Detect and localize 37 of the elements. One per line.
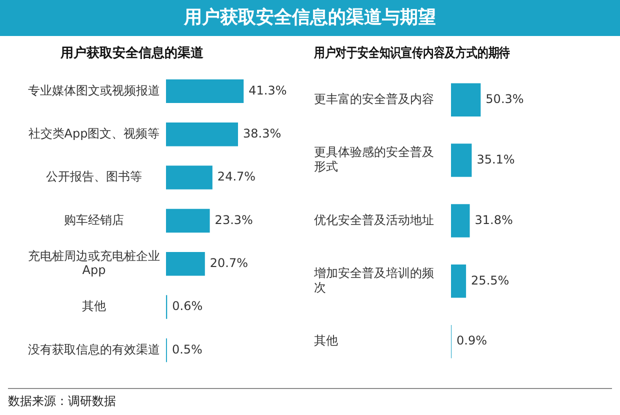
y-tick-label: 增加安全普及培训的频次	[313, 266, 434, 294]
bar	[166, 252, 205, 276]
y-tick-label: 没有获取信息的有效渠道	[28, 342, 160, 356]
bar	[166, 166, 212, 190]
data-label: 41.3%	[248, 83, 287, 98]
bar	[166, 208, 210, 233]
data-label: 23.3%	[214, 212, 253, 227]
bar	[166, 122, 238, 146]
bar	[451, 144, 472, 177]
data-label: 25.5%	[471, 273, 510, 288]
bar	[451, 83, 481, 116]
y-tick-label: 其他	[82, 299, 106, 314]
y-tick-label: 更丰富的安全普及内容	[314, 92, 434, 106]
data-label: 20.7%	[210, 256, 248, 270]
data-label: 0.6%	[172, 299, 203, 314]
y-tick-label: 优化安全普及活动地址	[314, 212, 434, 227]
bar	[166, 79, 244, 104]
chart-title: 用户对于安全知识宣传内容及方式的期待	[313, 45, 510, 60]
chart-title: 用户获取安全信息的渠道	[60, 45, 204, 62]
data-label: 31.8%	[474, 212, 513, 227]
y-tick-label: 其他	[314, 334, 338, 348]
y-tick-label: 专业媒体图文或视频报道	[28, 83, 160, 98]
bar	[451, 204, 470, 238]
data-label: 38.3%	[243, 126, 282, 140]
data-label: 35.1%	[476, 152, 515, 166]
y-tick-label: 更具体验感的安全普及形式	[314, 145, 434, 174]
y-tick-label: 充电桩周边或充电桩企业App	[28, 248, 160, 278]
y-tick-label: 公开报告、图书等	[46, 170, 142, 184]
data-label: 50.3%	[486, 92, 524, 106]
source-note: 数据来源：调研数据	[8, 388, 612, 410]
text: 用户获取安全信息的渠道与期望	[0, 0, 620, 36]
data-label: 0.9%	[456, 334, 488, 348]
data-label: 24.7%	[217, 170, 256, 184]
data-label: 0.5%	[172, 342, 202, 356]
bar	[451, 264, 466, 298]
y-tick-label: 购车经销店	[64, 212, 124, 227]
y-tick-label: 社交类App图文、视频等	[28, 126, 160, 140]
